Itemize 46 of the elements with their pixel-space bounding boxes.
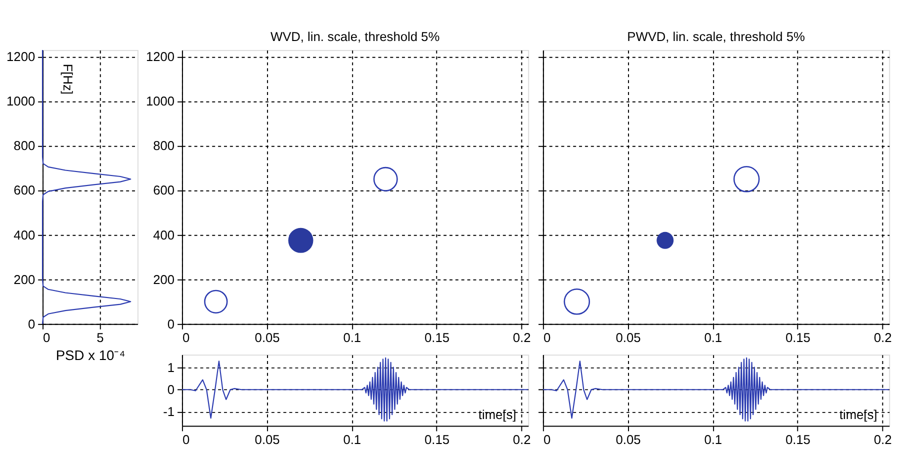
x-tick-label: 0.1	[704, 432, 722, 448]
y-tick-label: 1200	[146, 49, 175, 64]
y-tick-label: 1000	[146, 94, 175, 109]
y-tick-label: 400	[153, 227, 175, 242]
y-axis-title: F[Hz]	[60, 64, 76, 95]
chart-title: WVD, lin. scale, threshold 5%	[270, 29, 440, 44]
y-tick-label: 1000	[6, 94, 36, 109]
x-tick-label: 0.15	[424, 330, 450, 346]
x-tick-label: 0.15	[785, 432, 810, 448]
x-tick-label: 0	[182, 330, 190, 346]
x-tick-label: 0.1	[343, 432, 362, 448]
y-tick-label: 1	[167, 360, 175, 376]
y-tick-label: 1200	[6, 49, 36, 64]
y-tick-label: 200	[14, 272, 36, 287]
x-tick-label: 0.05	[254, 432, 280, 448]
x-tick-label: 0.05	[254, 330, 280, 346]
y-tick-label: 200	[153, 272, 175, 287]
x-tick-label: 0.15	[785, 330, 810, 346]
x-axis-title: PSD x 10⁻⁴	[56, 347, 126, 364]
y-tick-label: 0	[167, 316, 175, 332]
x-tick-label: 0.15	[424, 432, 450, 448]
x-tick-label: 5	[96, 330, 104, 346]
x-tick-label: 0.2	[874, 330, 892, 346]
x-tick-label: 0	[182, 432, 190, 448]
x-tick-label: 0.1	[343, 330, 362, 346]
y-tick-label: 600	[153, 182, 175, 198]
y-tick-label: 0	[28, 316, 36, 332]
x-axis-title: time[s]	[839, 406, 878, 422]
y-tick-label: -1	[163, 404, 175, 419]
y-tick-label: 0	[167, 382, 175, 398]
x-tick-label: 0.2	[512, 432, 531, 448]
x-tick-label: 0.2	[874, 432, 892, 448]
x-tick-label: 0.1	[704, 330, 722, 346]
x-tick-label: 0.2	[512, 330, 531, 346]
x-tick-label: 0	[543, 432, 551, 448]
y-tick-label: 600	[14, 182, 36, 198]
y-tick-label: 400	[14, 227, 36, 242]
x-axis-title: time[s]	[478, 406, 516, 422]
y-tick-label: 800	[14, 138, 36, 154]
line-series	[181, 357, 529, 422]
x-tick-label: 0	[543, 330, 551, 346]
x-tick-label: 0.05	[616, 330, 641, 346]
y-tick-label: 800	[153, 138, 175, 154]
x-tick-label: 0.05	[616, 432, 641, 448]
chart-title: PWVD, lin. scale, threshold 5%	[627, 29, 805, 44]
x-tick-label: 0	[43, 330, 50, 346]
